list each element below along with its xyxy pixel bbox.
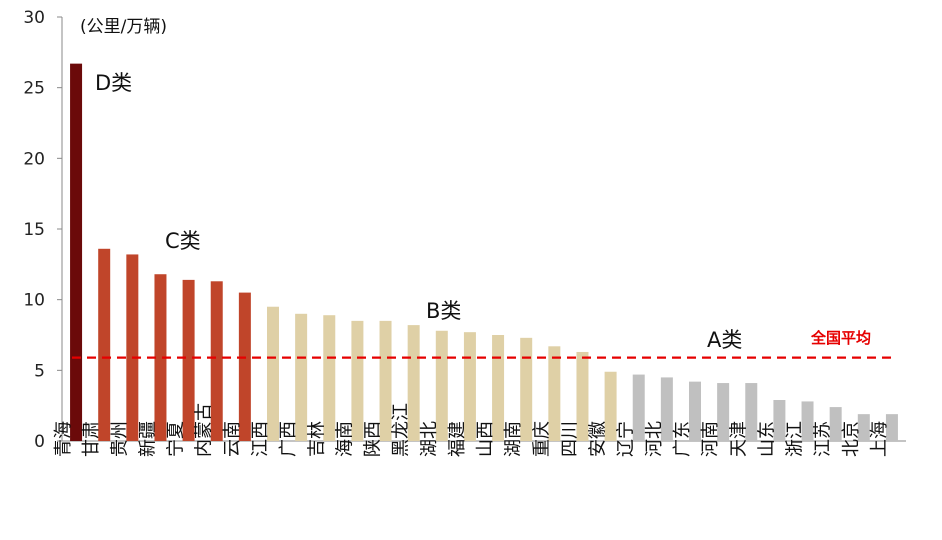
bar-吉林 (323, 315, 336, 441)
category-label: 甘肃 (81, 421, 102, 457)
bar-山西 (492, 335, 505, 441)
y-tick-label: 20 (23, 149, 45, 169)
bar-广东 (689, 381, 701, 441)
bar-湖南 (520, 337, 533, 441)
bar-宁夏 (182, 279, 195, 441)
category-label: 陕西 (363, 421, 384, 457)
category-label: 福建 (447, 421, 468, 457)
category-label: 湖南 (503, 421, 524, 457)
category-label: 山东 (756, 421, 777, 457)
bar-云南 (238, 292, 251, 441)
category-label: 山西 (475, 421, 496, 457)
bar-青海 (70, 63, 83, 441)
y-tick-label: 10 (23, 291, 45, 311)
y-tick-label: 25 (23, 79, 45, 99)
category-label: 广东 (672, 421, 693, 457)
bar-内蒙古 (210, 281, 223, 441)
bar-四川 (576, 351, 589, 441)
bars (70, 63, 898, 441)
group-label: D类 (95, 71, 132, 95)
category-label: 辽宁 (616, 421, 637, 457)
category-label: 北京 (841, 421, 862, 457)
bar-辽宁 (632, 374, 645, 441)
y-tick-label: 5 (34, 361, 45, 381)
bar-北京 (857, 414, 870, 441)
category-label: 重庆 (531, 421, 552, 457)
category-label: 吉林 (306, 421, 327, 457)
category-label: 浙江 (785, 421, 806, 457)
national-average-label: 全国平均 (810, 329, 871, 347)
category-label: 江苏 (813, 421, 834, 457)
bar-江西 (267, 306, 279, 441)
bar-陕西 (379, 320, 392, 441)
category-label: 上海 (869, 421, 890, 457)
category-label: 河北 (644, 421, 665, 457)
category-label: 云南 (222, 421, 243, 457)
group-label: C类 (165, 229, 201, 253)
bar-河南 (717, 383, 730, 441)
bar-上海 (885, 414, 898, 441)
category-label: 江西 (250, 421, 271, 457)
category-labels: 青海 甘肃 贵州 新疆 宁夏 内蒙古 云南 江西 广西 吉林 海南 陕西 黑龙江 湖北 福建 山西 湖南 重庆 四川… (53, 403, 890, 457)
category-label: 内蒙古 (194, 403, 215, 457)
bar-新疆 (154, 274, 167, 441)
category-label: 黑龙江 (391, 403, 412, 457)
bar-贵州 (126, 254, 139, 441)
category-label: 湖北 (419, 421, 440, 457)
group-label: A类 (707, 328, 742, 352)
category-label: 海南 (334, 421, 355, 457)
bar-安徽 (604, 371, 617, 441)
bar-甘肃 (98, 248, 111, 441)
bar-海南 (351, 320, 364, 441)
group-labels: D类 C类 B类 A类 (95, 71, 742, 352)
y-tick-label: 30 (23, 8, 45, 28)
bar-山东 (773, 400, 786, 441)
bar-黑龙江 (407, 325, 420, 441)
bar-江苏 (829, 407, 842, 441)
y-tick-label: 0 (34, 432, 45, 452)
category-label: 广西 (278, 421, 299, 457)
bar-福建 (463, 332, 476, 441)
y-unit-label: (公里/万辆) (80, 17, 167, 37)
bar-浙江 (801, 401, 814, 441)
y-tick-label: 15 (23, 220, 45, 240)
bar-河北 (660, 377, 673, 441)
category-label: 天津 (728, 421, 749, 457)
category-label: 安徽 (588, 421, 609, 457)
bar-重庆 (548, 346, 561, 441)
category-label: 河南 (700, 421, 721, 457)
group-label: B类 (426, 299, 461, 323)
bar-广西 (295, 313, 308, 441)
category-label: 青海 (53, 421, 74, 457)
category-label: 宁夏 (166, 421, 187, 457)
category-label: 四川 (559, 421, 580, 457)
category-label: 新疆 (137, 421, 158, 457)
bar-天津 (745, 383, 758, 441)
category-label: 贵州 (109, 421, 130, 457)
y-tick-labels: 0 5 10 15 20 25 30 (23, 8, 62, 452)
